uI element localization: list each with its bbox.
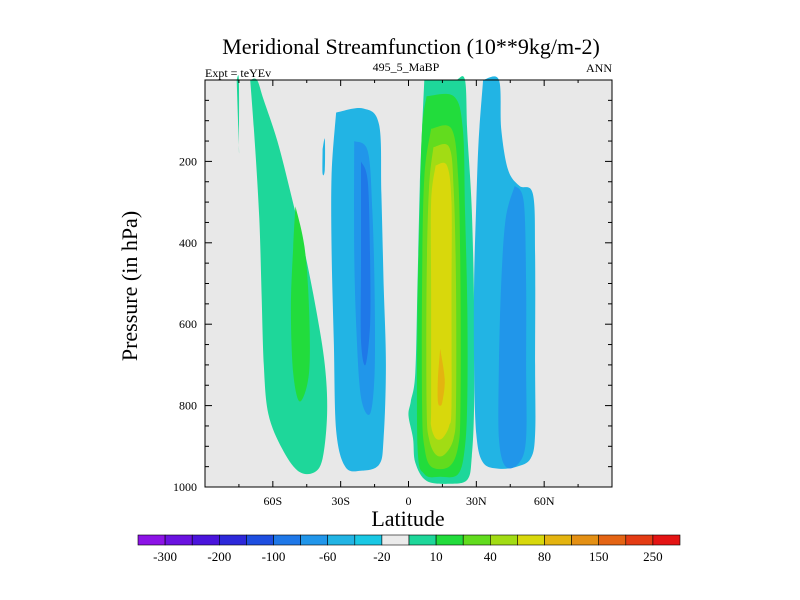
colorbar-label: -200 (207, 549, 231, 564)
colorbar-swatch (246, 534, 274, 546)
center-subtitle: 495_5_MaBP (373, 60, 440, 74)
y-axis-label: Pressure (in hPa) (117, 211, 142, 361)
colorbar-label: 40 (484, 549, 497, 564)
plot-area: 60S 30S 0 30N 60N 200 400 600 800 1000 (173, 75, 613, 508)
colorbar-swatch (381, 534, 410, 546)
axis-ticks: 60S 30S 0 30N 60N 200 400 600 800 1000 (173, 80, 612, 508)
colorbar-swatch (273, 534, 301, 546)
colorbar-label: -100 (262, 549, 286, 564)
x-tick-label: 30N (466, 494, 487, 508)
hadley-core (437, 348, 445, 406)
x-axis-label: Latitude (371, 506, 444, 531)
colorbar-label: 150 (589, 549, 609, 564)
colorbar-swatch (191, 534, 220, 546)
y-tick-label: 600 (179, 317, 197, 331)
colorbar-swatch (489, 534, 518, 546)
colorbar-swatch (137, 534, 166, 546)
colorbar-swatch (462, 534, 491, 546)
right-subtitle: ANN (586, 61, 612, 75)
x-tick-label: 60N (534, 494, 555, 508)
sh-ferrel-core (360, 161, 371, 366)
sh-polar-strip (236, 75, 240, 154)
colorbar-label: -60 (319, 549, 336, 564)
colorbar-label: 80 (538, 549, 551, 564)
colorbar: -300 -200 -100 -60 -20 10 40 80 150 250 (137, 534, 681, 564)
colorbar-label: -20 (373, 549, 390, 564)
sh-polar-core (290, 206, 310, 402)
colorbar-swatch (435, 534, 464, 546)
colorbar-label: -300 (153, 549, 177, 564)
contour-fills (236, 75, 536, 484)
colorbar-swatch (219, 534, 247, 546)
left-subtitle: Expt = teYEv (205, 66, 271, 80)
x-tick-label: 0 (406, 494, 412, 508)
y-tick-label: 200 (179, 154, 197, 168)
sh-strip (322, 138, 326, 176)
nh-ferrel-mid (498, 185, 527, 469)
y-tick-label: 1000 (173, 480, 197, 494)
colorbar-label: 10 (430, 549, 443, 564)
colorbar-swatch (571, 534, 599, 546)
hadley-l150 (430, 162, 452, 440)
colorbar-swatch (300, 534, 329, 546)
colorbar-swatch (408, 534, 437, 546)
colorbar-swatch (164, 534, 193, 546)
colorbar-swatch (354, 534, 383, 546)
colorbar-label: 250 (643, 549, 663, 564)
y-tick-label: 800 (179, 399, 197, 413)
colorbar-swatch (625, 534, 654, 546)
y-tick-label: 400 (179, 236, 197, 250)
colorbar-swatch (327, 534, 356, 546)
colorbar-swatch (652, 534, 681, 546)
x-tick-label: 30S (331, 494, 350, 508)
x-tick-label: 60S (263, 494, 282, 508)
chart-title: Meridional Streamfunction (10**9kg/m-2) (222, 34, 600, 59)
colorbar-swatch (544, 534, 572, 546)
colorbar-swatch (598, 534, 627, 546)
colorbar-swatch (517, 534, 545, 546)
